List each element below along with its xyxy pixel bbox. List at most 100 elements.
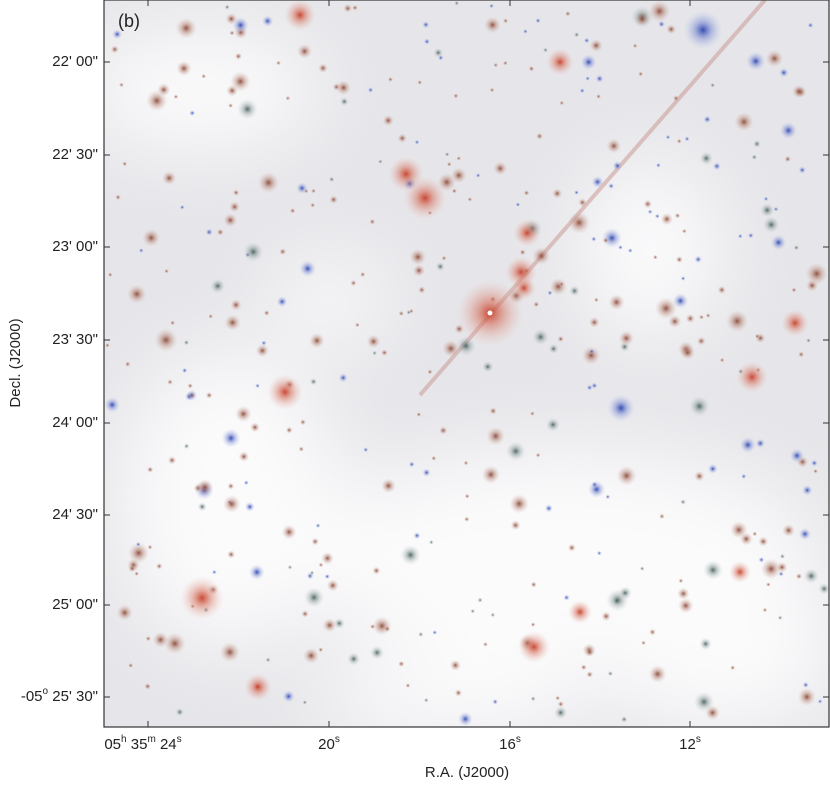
star-glow [380, 349, 388, 357]
star-glow [115, 194, 122, 201]
star-glow [326, 579, 339, 592]
star-glow [230, 299, 242, 311]
star-glow [705, 313, 711, 319]
y-tick-label: 23' 00" [52, 238, 98, 255]
star-glow [285, 426, 293, 434]
star-glow [221, 428, 241, 448]
star-glow [189, 109, 196, 117]
star-glow [122, 161, 128, 167]
star-glow [211, 569, 217, 575]
star-glow [134, 571, 140, 577]
star-glow [573, 31, 580, 38]
star-glow [747, 232, 754, 239]
label-part: m [147, 734, 155, 745]
label-part: s [696, 734, 701, 745]
star-glow [707, 463, 718, 474]
star-glow [444, 151, 450, 157]
label-part: 25' 30" [48, 688, 98, 705]
star-glow [397, 133, 408, 144]
star-glow [579, 87, 585, 94]
star-glow [169, 320, 176, 326]
star-glow [372, 350, 378, 356]
star-glow [164, 268, 170, 274]
star-glow [789, 448, 805, 464]
star-glow [388, 156, 424, 192]
star-glow [227, 550, 236, 559]
star-glow [699, 151, 714, 166]
star-glow [680, 275, 686, 281]
star-glow [591, 175, 604, 189]
star-glow [481, 465, 501, 484]
star-glow [210, 278, 226, 294]
star-glow [552, 188, 563, 199]
star-glow [745, 51, 766, 72]
star-glow [493, 62, 499, 68]
star-glow [618, 330, 635, 346]
star-glow [555, 695, 561, 701]
star-glow [351, 4, 359, 11]
star-glow [490, 612, 496, 618]
star-glow [634, 11, 650, 27]
star-glow [557, 335, 565, 343]
star-glow [605, 494, 611, 500]
star-glow [489, 87, 495, 93]
star-glow [805, 337, 812, 344]
star-glow [513, 219, 541, 247]
star-glow [335, 80, 352, 96]
star-glow [729, 561, 751, 583]
star-glow [354, 322, 360, 328]
star-glow [167, 379, 173, 386]
star-glow [418, 631, 424, 638]
star-glow [591, 236, 597, 242]
star-glow [483, 16, 502, 34]
star-glow [428, 539, 434, 545]
x-tick-label: 20s [318, 734, 340, 753]
star-glow [725, 309, 749, 333]
star-glow [676, 138, 682, 144]
label-part: 12 [679, 736, 696, 753]
star-glow [488, 3, 494, 9]
star-glow [505, 441, 526, 462]
y-tick-label: 24' 00" [52, 414, 98, 431]
star-glow [267, 374, 303, 410]
star-glow [754, 333, 760, 339]
star-glow [795, 573, 803, 580]
star-glow [135, 541, 141, 547]
star-glow [681, 228, 687, 234]
star-glow [427, 369, 433, 375]
star-glow [805, 262, 829, 286]
star-glow [530, 581, 537, 588]
star-glow [530, 696, 536, 702]
star-glow [781, 309, 809, 337]
star-glow [339, 97, 349, 107]
plot-frame [103, 0, 830, 728]
star-glow [762, 216, 780, 234]
star-glow [423, 697, 429, 703]
star-glow [127, 542, 150, 564]
star-core [487, 310, 493, 316]
star-glow [741, 473, 747, 480]
star-glow [573, 189, 580, 195]
star-glow [311, 537, 320, 546]
star-glow [180, 576, 224, 620]
star-glow [467, 196, 473, 202]
star-glow [703, 560, 723, 580]
star-glow [477, 597, 483, 603]
star-glow [126, 284, 147, 304]
star-glow [387, 76, 394, 83]
star-glow [666, 24, 677, 35]
star-glow [672, 293, 689, 309]
star-glow [522, 28, 528, 34]
star-glow [208, 313, 214, 319]
star-glow [616, 465, 637, 486]
star-glow [431, 455, 437, 461]
star-glow [581, 345, 601, 365]
star-glow [585, 75, 591, 81]
star-glow [456, 155, 462, 161]
axes: 22' 00" 22' 30" 23' 00" 23' 30" 24' 00" 24' 3… [21, 0, 829, 753]
star-glow [703, 115, 712, 124]
star-glow [359, 271, 366, 278]
star-glow [285, 95, 291, 101]
star-glow [773, 206, 779, 212]
star-glow [167, 456, 177, 465]
